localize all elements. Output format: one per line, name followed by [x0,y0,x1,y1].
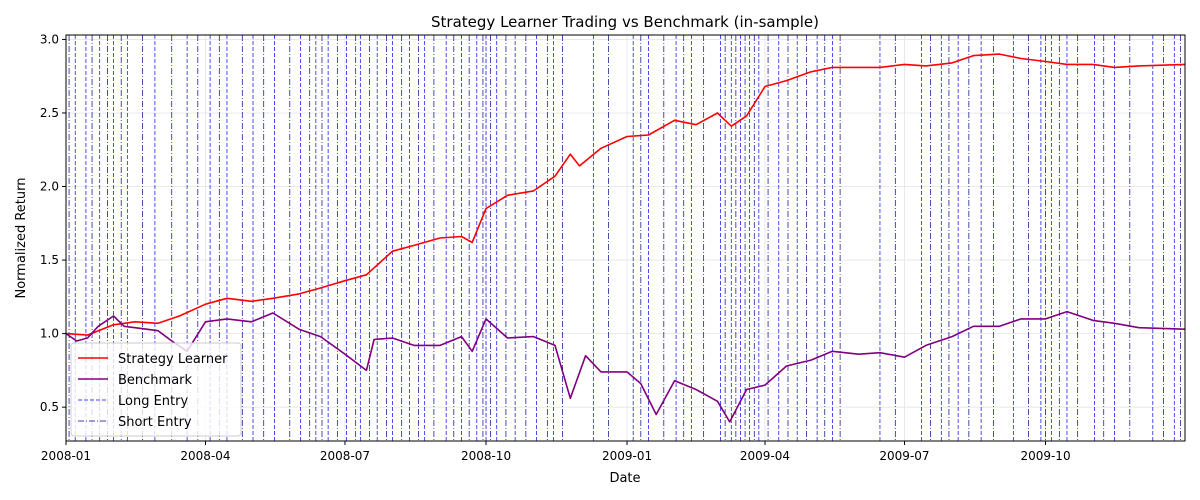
x-tick-label: 2008-07 [320,449,370,463]
x-tick-label: 2008-04 [180,449,230,463]
legend-label-benchmark: Benchmark [118,373,193,388]
x-tick-label: 2008-10 [461,449,511,463]
legend-box [70,342,242,437]
x-tick-label: 2009-01 [602,449,652,463]
grid-lines [65,35,1185,441]
y-tick-label: 2.0 [40,180,59,194]
y-tick-label: 1.0 [40,327,59,341]
series-line-strategy-learner [65,53,1186,336]
plot-frame [65,34,1186,442]
y-axis-label: Normalized Return [14,178,29,299]
y-tick-label: 2.5 [40,106,59,120]
x-tick-label: 2008-01 [41,449,91,463]
x-axis-ticks: 2008-01 2008-04 2008-07 2008-10 2009-01 2009-… [41,441,1071,463]
entry-lines [68,35,1181,441]
x-tick-label: 2009-04 [740,449,790,463]
legend: Strategy Learner Benchmark Long Entry Sh… [70,342,242,437]
x-axis-label: Date [609,471,640,486]
x-tick-label: 2009-10 [1020,449,1070,463]
legend-label-long-entry: Long Entry [118,394,188,409]
y-tick-label: 3.0 [40,32,59,46]
chart-title: Strategy Learner Trading vs Benchmark (i… [431,13,819,31]
x-tick-label: 2009-07 [879,449,929,463]
series-lines [65,53,1186,423]
legend-label-short-entry: Short Entry [118,415,192,430]
y-tick-label: 1.5 [40,253,59,267]
y-axis-ticks: 0.5 1.0 1.5 2.0 2.5 3.0 [40,32,66,414]
y-tick-label: 0.5 [40,400,59,414]
legend-label-strategy: Strategy Learner [118,352,228,367]
